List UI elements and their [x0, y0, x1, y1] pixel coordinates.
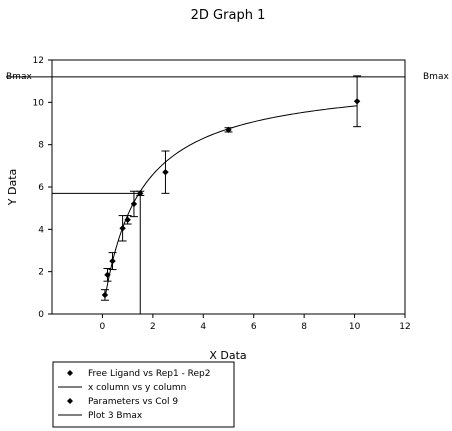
series-layer — [6, 75, 405, 314]
chart-title: 2D Graph 1 — [191, 8, 266, 23]
data-point — [353, 98, 361, 105]
data-point — [109, 257, 116, 265]
data-point — [162, 168, 169, 176]
data-point — [137, 190, 144, 197]
legend-entry: Plot 3 Bmax — [88, 411, 143, 421]
legend-entry: Parameters vs Col 9 — [88, 397, 178, 407]
data-point — [124, 216, 131, 224]
y-tick-label: 2 — [38, 268, 44, 278]
legend-marker — [67, 370, 73, 376]
data-point — [225, 126, 232, 134]
y-tick-label: 6 — [38, 183, 44, 193]
data-point — [130, 200, 138, 208]
legend-entry: x column vs y column — [88, 383, 186, 393]
plot-frame — [51, 59, 406, 315]
legend-box — [52, 361, 235, 428]
y-tick-label: 10 — [33, 98, 45, 108]
bmax-label-right: Bmax — [423, 72, 449, 82]
y-axis: 0 2 4 6 8 10 12 — [33, 56, 52, 320]
y-tick-label: 8 — [38, 141, 44, 151]
x-axis-label: X Data — [209, 349, 246, 362]
x-tick-label: 6 — [251, 322, 257, 332]
bmax-label-left: Bmax — [6, 72, 32, 82]
y-tick-label: 12 — [33, 56, 44, 66]
legend-marker — [67, 398, 73, 404]
fit-curve — [104, 105, 358, 299]
y-axis-label: Y Data — [6, 169, 19, 206]
data-point — [104, 271, 111, 279]
y-tick-label: 4 — [38, 225, 44, 235]
x-tick-label: 2 — [150, 322, 156, 332]
x-tick-label: 12 — [399, 322, 410, 332]
legend: Free Ligand vs Rep1 - Rep2 x column vs y … — [52, 361, 235, 428]
x-tick-label: 8 — [301, 322, 307, 332]
plot-area — [51, 59, 406, 315]
x-axis: 0 2 4 6 8 10 12 — [100, 314, 411, 332]
x-tick-label: 4 — [200, 322, 206, 332]
data-point — [101, 291, 109, 299]
kd-drop-line — [52, 192, 141, 314]
y-tick-label: 0 — [38, 310, 44, 320]
x-tick-label: 0 — [100, 322, 106, 332]
legend-entry: Free Ligand vs Rep1 - Rep2 — [88, 369, 210, 379]
data-point — [119, 225, 126, 232]
x-tick-label: 10 — [349, 322, 361, 332]
